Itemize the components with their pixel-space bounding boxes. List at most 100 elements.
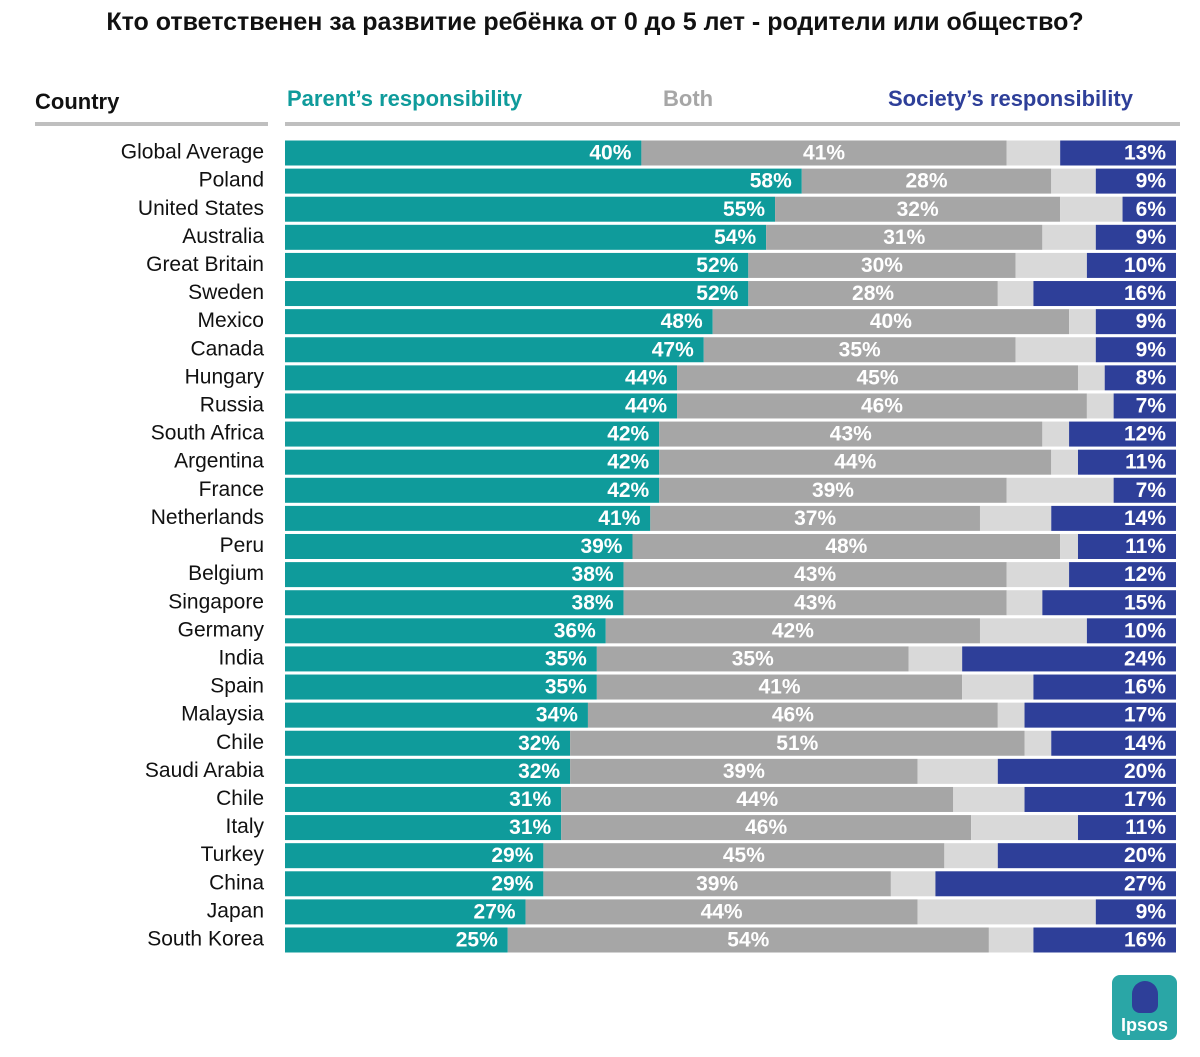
bar-segment <box>1033 674 1176 700</box>
bar-segment <box>766 224 1043 250</box>
category-label: Saudi Arabia <box>145 759 264 782</box>
bar-segment <box>748 252 1016 278</box>
bar-segment <box>285 281 749 307</box>
category-label: Mexico <box>197 309 264 332</box>
value-label: 12% <box>1124 563 1166 586</box>
value-label: 9% <box>1136 170 1167 193</box>
category-label: Chile <box>216 787 264 810</box>
value-label: 42% <box>607 423 649 446</box>
bar-segment <box>1060 196 1123 222</box>
bar-segment <box>285 505 651 531</box>
category-label: Spain <box>210 675 264 698</box>
bar-segment <box>1113 477 1176 503</box>
bar-segment <box>285 674 597 700</box>
value-label: 29% <box>491 872 533 895</box>
bar-segment <box>285 758 571 784</box>
value-label: 44% <box>834 451 876 474</box>
bar-segment <box>1006 477 1114 503</box>
bar-segment <box>285 815 562 841</box>
bar-segment <box>1033 927 1176 953</box>
legend-label: Parent’s responsibility <box>287 86 523 111</box>
value-label: 9% <box>1136 310 1167 333</box>
value-label: 10% <box>1124 254 1166 277</box>
category-label: Turkey <box>201 843 265 866</box>
bar-segment <box>285 927 508 953</box>
value-label: 31% <box>883 226 925 249</box>
value-label: 11% <box>1125 535 1166 558</box>
bar-segment <box>1051 730 1176 756</box>
bar-segment <box>659 477 1007 503</box>
bar-segment <box>1006 140 1061 166</box>
logo: Ipsos <box>1112 975 1177 1040</box>
value-label: 16% <box>1124 282 1166 305</box>
category-label: United States <box>138 197 264 220</box>
bar-segment <box>962 646 1176 672</box>
value-label: 39% <box>812 479 854 502</box>
bar-segment <box>285 449 660 475</box>
bar-segment <box>1015 337 1096 363</box>
category-label: Germany <box>178 618 265 641</box>
bar-segment <box>1069 562 1176 588</box>
bar-segment <box>703 337 1016 363</box>
bar-segment <box>285 562 624 588</box>
value-label: 54% <box>714 226 756 249</box>
bar-segment <box>525 899 918 925</box>
bar-segment <box>748 281 998 307</box>
value-label: 11% <box>1125 816 1166 839</box>
bar-segment <box>1104 365 1176 391</box>
bar-segment <box>1086 393 1114 419</box>
category-label: Sweden <box>188 281 264 304</box>
value-label: 27% <box>1124 872 1166 895</box>
value-label: 34% <box>536 704 578 727</box>
category-label: Peru <box>220 534 264 557</box>
value-label: 39% <box>723 760 765 783</box>
value-label: 31% <box>509 816 551 839</box>
bar-segment <box>570 758 918 784</box>
value-label: 46% <box>772 704 814 727</box>
bar-segment <box>979 618 1087 644</box>
category-label: Hungary <box>185 365 265 388</box>
bar-segment <box>285 365 678 391</box>
value-label: 28% <box>852 282 894 305</box>
bar-segment <box>1122 196 1176 222</box>
bar-segment <box>285 786 562 812</box>
category-label: Chile <box>216 731 264 754</box>
category-label: Belgium <box>188 562 264 585</box>
value-label: 39% <box>696 872 738 895</box>
value-label: 43% <box>830 423 872 446</box>
bar-segment <box>1069 421 1176 447</box>
value-label: 52% <box>696 282 738 305</box>
chart-title: Кто ответственен за развитие ребёнка от … <box>106 8 1084 36</box>
bar-segment <box>1042 224 1096 250</box>
bar-segment <box>623 562 1007 588</box>
value-label: 32% <box>518 760 560 783</box>
bar-segment <box>285 618 606 644</box>
bar-segment <box>632 534 1061 559</box>
value-label: 41% <box>758 676 800 699</box>
category-label: South Africa <box>151 422 265 445</box>
category-label: Singapore <box>168 590 264 613</box>
value-label: 20% <box>1124 844 1166 867</box>
value-label: 40% <box>589 142 631 165</box>
value-label: 6% <box>1136 198 1167 221</box>
bar-segment <box>285 337 704 363</box>
bar-segment <box>1095 309 1176 335</box>
bar-segment <box>605 618 980 644</box>
value-label: 44% <box>625 366 667 389</box>
logo-text: Ipsos <box>1120 1015 1168 1035</box>
bar-segment <box>570 730 1025 756</box>
value-label: 46% <box>861 395 903 418</box>
value-label: 29% <box>491 844 533 867</box>
value-label: 14% <box>1124 732 1166 755</box>
value-label: 41% <box>803 142 845 165</box>
category-label: Italy <box>225 815 264 838</box>
value-label: 51% <box>776 732 818 755</box>
bar-segment <box>997 758 1176 784</box>
bar-segment <box>285 252 749 278</box>
bar-segment <box>543 843 945 869</box>
bar-segment <box>1077 449 1176 475</box>
bar-segment <box>596 646 909 672</box>
value-label: 7% <box>1136 395 1167 418</box>
category-label: Canada <box>190 337 264 360</box>
